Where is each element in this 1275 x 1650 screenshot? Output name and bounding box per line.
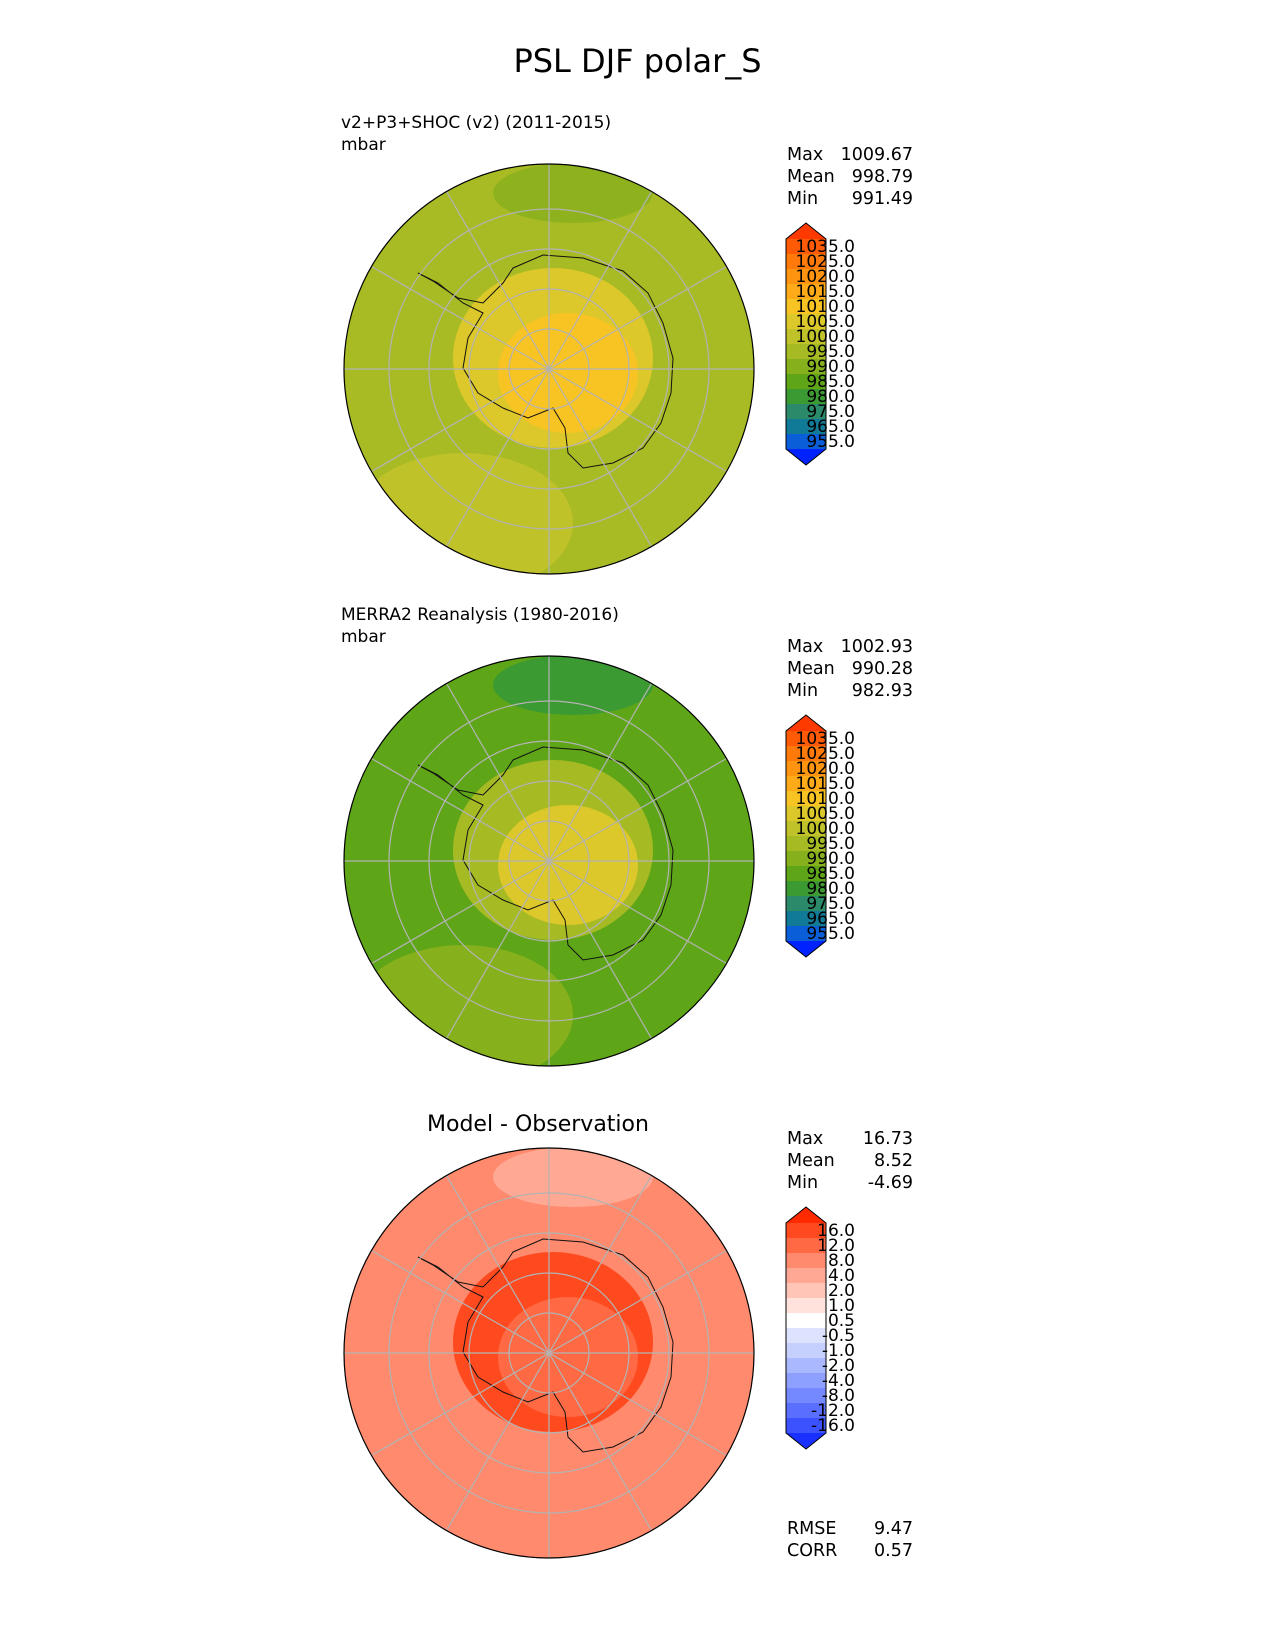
colorbar-tick-label: 1000.0 — [795, 819, 855, 839]
colorbar-tick-label: 8.0 — [827, 1251, 855, 1271]
metric-row-corr: CORR 0.57 — [787, 1540, 913, 1562]
stat-row-mean: Mean 990.28 — [787, 658, 913, 680]
panel-2-title-line-1: MERRA2 Reanalysis (1980-2016) — [341, 605, 619, 625]
stat-label: Max — [787, 637, 824, 657]
colorbar-tick-label: 1005.0 — [795, 804, 855, 824]
colorbar-tick-label: -1.0 — [821, 1341, 855, 1361]
panel-1-stats: Max 1009.67 Mean 998.79 Min 991.49 — [787, 144, 913, 210]
colorbar-tick-label: 1015.0 — [795, 774, 855, 794]
page-title: PSL DJF polar_S — [513, 42, 762, 80]
colorbar-tick-label: -4.0 — [821, 1371, 855, 1391]
polar-map — [343, 1147, 755, 1559]
stat-row-max: Max 16.73 — [787, 1128, 913, 1150]
colorbar-svg — [785, 222, 827, 466]
polar-map — [343, 655, 755, 1067]
colorbar-tick-label: 1000.0 — [795, 327, 855, 347]
metric-value: 9.47 — [874, 1519, 913, 1539]
stat-value: 998.79 — [851, 167, 913, 187]
panel-3-stats: Max 16.73 Mean 8.52 Min -4.69 — [787, 1128, 913, 1194]
colorbar-tick-label: 980.0 — [806, 879, 855, 899]
colorbar-tick-label: 16.0 — [817, 1221, 855, 1241]
colorbar-tick-label: 985.0 — [806, 372, 855, 392]
stat-value: 990.28 — [851, 659, 913, 679]
colorbar-tick-label: 1010.0 — [795, 789, 855, 809]
colorbar-tick-label: 1020.0 — [795, 759, 855, 779]
stat-value: 982.93 — [851, 681, 913, 701]
metric-label: RMSE — [787, 1519, 837, 1539]
stat-label: Max — [787, 1129, 824, 1149]
panel-3-title: Model - Observation — [427, 1112, 649, 1137]
colorbar-tick-label: 965.0 — [806, 909, 855, 929]
colorbar-tick-label: 1035.0 — [795, 237, 855, 257]
colorbar-tick-label: 2.0 — [827, 1281, 855, 1301]
colorbar-tick-label: 975.0 — [806, 894, 855, 914]
colorbar-tick-label: 12.0 — [817, 1236, 855, 1256]
panel-3-map — [343, 1147, 755, 1563]
colorbar-tick-label: 995.0 — [806, 342, 855, 362]
stat-row-min: Min 982.93 — [787, 680, 913, 702]
panel-2-title: MERRA2 Reanalysis (1980-2016) mbar — [341, 604, 619, 648]
colorbar-tick-label: 1010.0 — [795, 297, 855, 317]
colorbar-tick-label: -16.0 — [811, 1416, 855, 1436]
stat-label: Max — [787, 145, 824, 165]
stat-label: Mean — [787, 1151, 835, 1171]
panel-1-units: mbar — [341, 135, 386, 155]
stat-row-mean: Mean 8.52 — [787, 1150, 913, 1172]
panel-2-stats: Max 1002.93 Mean 990.28 Min 982.93 — [787, 636, 913, 702]
colorbar-tick-label: 955.0 — [806, 432, 855, 452]
colorbar-tick-label: 980.0 — [806, 387, 855, 407]
colorbar-tick-label: 1035.0 — [795, 729, 855, 749]
stat-row-min: Min 991.49 — [787, 188, 913, 210]
colorbar-tick-label: 975.0 — [806, 402, 855, 422]
metric-row-rmse: RMSE 9.47 — [787, 1518, 913, 1540]
metric-label: CORR — [787, 1541, 838, 1561]
stat-value: 16.73 — [862, 1129, 913, 1149]
stat-value: 1002.93 — [840, 637, 913, 657]
stat-value: 1009.67 — [840, 145, 913, 165]
panel-3-metrics: RMSE 9.47 CORR 0.57 — [787, 1518, 913, 1562]
stat-value: 8.52 — [874, 1151, 913, 1171]
colorbar-svg — [785, 714, 827, 958]
panel-1-title: v2+P3+SHOC (v2) (2011-2015) mbar — [341, 112, 611, 156]
colorbar-tick-label: -2.0 — [821, 1356, 855, 1376]
colorbar-tick-label: 4.0 — [827, 1266, 855, 1286]
colorbar-tick-label: 990.0 — [806, 357, 855, 377]
colorbar-tick-label: 1015.0 — [795, 282, 855, 302]
colorbar-tick-label: 1.0 — [827, 1296, 855, 1316]
stat-row-mean: Mean 998.79 — [787, 166, 913, 188]
colorbar-tick-label: 1025.0 — [795, 744, 855, 764]
metric-value: 0.57 — [874, 1541, 913, 1561]
colorbar-tick-label: 0.5 — [827, 1311, 855, 1331]
stat-row-max: Max 1002.93 — [787, 636, 913, 658]
stat-value: -4.69 — [867, 1173, 913, 1193]
colorbar-tick-label: 990.0 — [806, 849, 855, 869]
colorbar-tick-label: 1025.0 — [795, 252, 855, 272]
stat-label: Mean — [787, 659, 835, 679]
panel-1-title-line-1: v2+P3+SHOC (v2) (2011-2015) — [341, 113, 612, 133]
stat-label: Min — [787, 681, 819, 701]
panel-2-units: mbar — [341, 627, 386, 647]
stat-row-min: Min -4.69 — [787, 1172, 913, 1194]
stat-label: Mean — [787, 167, 835, 187]
panel-2-map — [343, 655, 755, 1071]
polar-map — [343, 163, 755, 575]
colorbar-tick-label: -12.0 — [811, 1401, 855, 1421]
colorbar-tick-label: 965.0 — [806, 417, 855, 437]
colorbar-tick-label: 955.0 — [806, 924, 855, 944]
panel-1-map — [343, 163, 755, 579]
stat-value: 991.49 — [851, 189, 913, 209]
colorbar-tick-label: 995.0 — [806, 834, 855, 854]
colorbar-tick-label: 1005.0 — [795, 312, 855, 332]
colorbar-tick-label: -8.0 — [821, 1386, 855, 1406]
colorbar-tick-label: 985.0 — [806, 864, 855, 884]
stat-label: Min — [787, 189, 819, 209]
stat-row-max: Max 1009.67 — [787, 144, 913, 166]
colorbar-svg — [785, 1206, 827, 1450]
colorbar-tick-label: -0.5 — [821, 1326, 855, 1346]
colorbar-tick-label: 1020.0 — [795, 267, 855, 287]
stat-label: Min — [787, 1173, 819, 1193]
